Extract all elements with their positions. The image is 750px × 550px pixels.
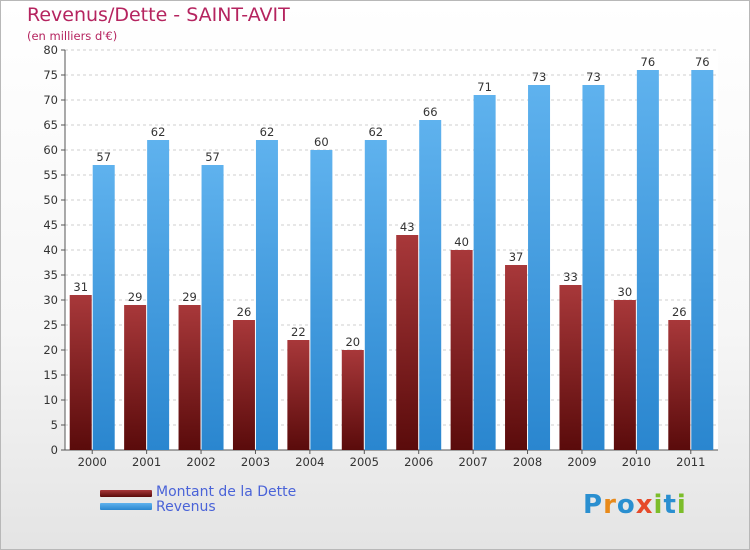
y-tick-label: 15 [43, 368, 58, 382]
bar-dette [559, 285, 582, 450]
bar-revenus [473, 95, 496, 450]
bar-dette [613, 300, 636, 450]
logo-letter: o [616, 490, 636, 520]
y-tick-label: 55 [43, 168, 58, 182]
bar-dette [396, 235, 419, 450]
legend-label-dette: Montant de la Dette [156, 484, 297, 500]
y-tick-label: 50 [43, 193, 58, 207]
chart-title: Revenus/Dette - SAINT-AVIT [27, 4, 290, 26]
data-label: 22 [291, 325, 306, 339]
data-label: 57 [96, 150, 111, 164]
x-tick-label: 2009 [567, 455, 596, 469]
bar-revenus [92, 165, 115, 450]
data-label: 73 [532, 70, 547, 84]
y-tick-label: 75 [43, 68, 58, 82]
data-label: 57 [205, 150, 220, 164]
data-label: 76 [641, 55, 656, 69]
bar-revenus [528, 85, 551, 450]
y-tick-label: 5 [51, 418, 58, 432]
bar-revenus [147, 140, 170, 450]
y-tick-label: 20 [43, 343, 58, 357]
y-tick-label: 25 [43, 318, 58, 332]
data-label: 62 [260, 125, 275, 139]
y-tick-label: 0 [51, 443, 58, 457]
x-tick-label: 2006 [404, 455, 433, 469]
data-label: 43 [400, 220, 415, 234]
bar-dette [287, 340, 310, 450]
data-label: 40 [454, 235, 469, 249]
data-label: 60 [314, 135, 329, 149]
data-label: 26 [237, 305, 252, 319]
bar-revenus [310, 150, 333, 450]
x-tick-label: 2011 [676, 455, 705, 469]
data-label: 66 [423, 105, 438, 119]
legend-swatch-dette [100, 490, 152, 497]
logo-letter: P [583, 490, 604, 520]
x-tick-label: 2003 [241, 455, 270, 469]
data-label: 71 [477, 80, 492, 94]
y-tick-label: 45 [43, 218, 58, 232]
y-tick-label: 60 [43, 143, 58, 157]
bar-revenus [255, 140, 278, 450]
y-tick-label: 30 [43, 293, 58, 307]
data-label: 76 [695, 55, 710, 69]
y-tick-label: 80 [43, 43, 58, 57]
x-tick-label: 2001 [132, 455, 161, 469]
bar-dette [232, 320, 255, 450]
logo-letter: x [635, 490, 654, 520]
logo-letter: i [676, 490, 687, 520]
y-tick-label: 70 [43, 93, 58, 107]
bar-revenus [419, 120, 442, 450]
bar-dette [668, 320, 691, 450]
data-label: 29 [182, 290, 197, 304]
bar-dette [178, 305, 201, 450]
bar-revenus [364, 140, 387, 450]
bar-dette [69, 295, 92, 450]
bar-dette [450, 250, 473, 450]
x-tick-label: 2007 [458, 455, 487, 469]
y-tick-label: 65 [43, 118, 58, 132]
bar-revenus [691, 70, 714, 450]
bar-revenus [201, 165, 224, 450]
bar-revenus [636, 70, 659, 450]
bar-dette [341, 350, 364, 450]
logo-letter: r [603, 490, 617, 520]
legend-swatch-revenus [100, 503, 152, 510]
legend-label-revenus: Revenus [156, 499, 216, 515]
x-tick-label: 2010 [622, 455, 651, 469]
y-tick-label: 10 [43, 393, 58, 407]
data-label: 37 [509, 250, 524, 264]
bar-revenus [582, 85, 605, 450]
data-label: 73 [586, 70, 601, 84]
bar-dette [124, 305, 147, 450]
chart-subtitle: (en milliers d'€) [27, 29, 118, 43]
data-label: 20 [345, 335, 360, 349]
y-tick-label: 35 [43, 268, 58, 282]
data-label: 29 [128, 290, 143, 304]
logo-letter: i [653, 490, 664, 520]
bar-dette [505, 265, 528, 450]
data-label: 62 [368, 125, 383, 139]
logo-letter: t [663, 490, 677, 520]
data-label: 62 [151, 125, 166, 139]
x-tick-label: 2004 [295, 455, 324, 469]
data-label: 30 [618, 285, 633, 299]
x-tick-label: 2002 [186, 455, 215, 469]
x-tick-label: 2008 [513, 455, 542, 469]
data-label: 31 [73, 280, 88, 294]
x-tick-label: 2000 [78, 455, 107, 469]
proxiti-logo: Proxiti [583, 490, 687, 520]
data-label: 26 [672, 305, 687, 319]
data-label: 33 [563, 270, 578, 284]
y-tick-label: 40 [43, 243, 58, 257]
x-tick-label: 2005 [350, 455, 379, 469]
